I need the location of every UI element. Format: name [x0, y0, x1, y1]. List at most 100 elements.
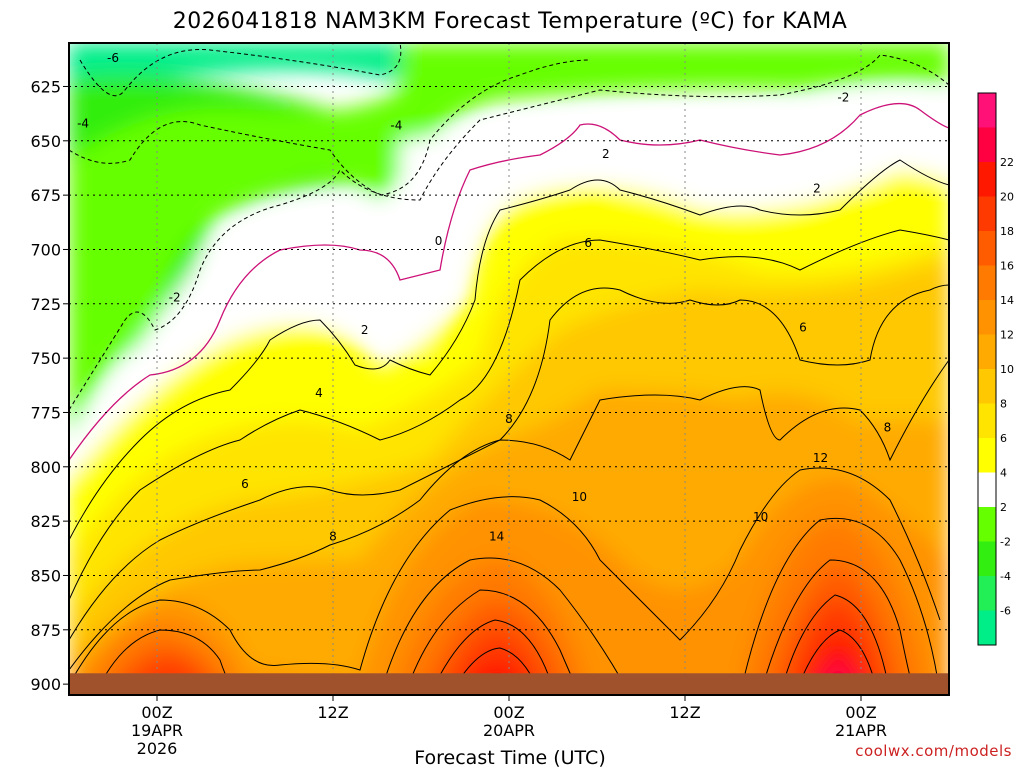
color-label-14: 22 [1000, 156, 1014, 169]
near-freezing-region [69, 96, 949, 481]
x-tick-label-3-line-0: 12Z [669, 703, 700, 722]
color-label-6: 6 [1000, 432, 1007, 445]
contour-label-17: 10 [753, 510, 768, 524]
contour-label-0: -6 [107, 51, 119, 65]
contour-label-18: 12 [813, 451, 828, 465]
contour-10 [69, 467, 941, 686]
x-tick-label-2-line-0: 00Z [493, 703, 524, 722]
color-label-7: 8 [1000, 398, 1007, 411]
color-swatch-11 [978, 231, 996, 266]
color-swatch-2 [978, 541, 996, 576]
color-label-12: 18 [1000, 225, 1014, 238]
contour-label-15: 8 [884, 421, 892, 435]
color-label-4: 2 [1000, 501, 1007, 514]
contour-label-2: -4 [390, 119, 402, 133]
contour-labels: -6 -4 -4 -2 -2 0 2 2 2 4 6 6 6 8 8 8 10 10 12 14 [77, 51, 892, 543]
color-label-3: -2 [1000, 536, 1011, 549]
contour-label-4: -2 [169, 290, 181, 304]
contour-label-7: 2 [813, 182, 821, 196]
y-tick-label-6: 775 [30, 403, 61, 422]
contour-label-3: -2 [837, 90, 849, 104]
contour-label-12: 6 [241, 477, 249, 491]
y-tick-label-7: 800 [30, 458, 61, 477]
color-swatch-4 [978, 472, 996, 507]
color-label-10: 14 [1000, 294, 1014, 307]
contour-16 [429, 594, 891, 695]
contour-label-11: 6 [799, 321, 807, 335]
contour-zero [69, 102, 949, 461]
contour-label-19: 14 [489, 529, 504, 543]
color-label-5: 4 [1000, 467, 1007, 480]
color-swatch-10 [978, 265, 996, 300]
y-tick-label-5: 750 [30, 349, 61, 368]
contour-label-1: -4 [77, 116, 89, 130]
color-swatch-8 [978, 334, 996, 369]
color-swatch-9 [978, 300, 996, 335]
contour-label-13: 8 [505, 412, 513, 426]
cold-region-minus2 [69, 43, 949, 440]
color-swatch-1 [978, 576, 996, 611]
contour-8 [69, 359, 949, 671]
y-axis: 625 650 675 700 725 750 775 800 825 850 875 900 [30, 77, 69, 694]
color-swatch-0 [978, 610, 996, 645]
plot-area [69, 43, 949, 695]
color-label-2: -4 [1000, 570, 1011, 583]
contour-label-10: 6 [584, 236, 592, 250]
warm-region-18 [120, 600, 885, 695]
y-tick-label-9: 850 [30, 566, 61, 585]
x-tick-label-2: 00Z 20APR [483, 703, 535, 740]
x-tick-label-0-line-0: 00Z [141, 703, 172, 722]
contour-label-14: 8 [329, 529, 337, 543]
y-tick-label-2: 675 [30, 186, 61, 205]
x-tick-label-0-line-2: 2026 [137, 739, 178, 758]
color-label-1: -6 [1000, 605, 1011, 618]
color-swatch-5 [978, 438, 996, 473]
contour-2 [69, 159, 949, 541]
y-tick-label-10: 875 [30, 621, 61, 640]
contour-label-9: 4 [315, 386, 323, 400]
y-tick-label-0: 625 [30, 77, 61, 96]
contour-14 [404, 559, 916, 695]
contour-6 [69, 284, 949, 641]
x-tick-label-4: 00Z 21APR [835, 703, 887, 740]
contour-label-8: 2 [361, 323, 369, 337]
color-swatch-6 [978, 403, 996, 438]
color-label-9: 12 [1000, 329, 1014, 342]
color-swatch-13 [978, 162, 996, 197]
y-tick-label-3: 700 [30, 240, 61, 259]
contour-label-5: 0 [435, 234, 443, 248]
x-tick-label-0: 00Z 19APR 2026 [131, 703, 183, 758]
credit-text: coolwx.com/models [855, 742, 1012, 760]
color-swatch-15 [978, 93, 996, 128]
contour-label-6: 2 [602, 147, 610, 161]
color-label-13: 20 [1000, 191, 1014, 204]
x-tick-label-1: 12Z [317, 703, 348, 722]
x-tick-label-4-line-1: 21APR [835, 721, 887, 740]
chart-title: 2026041818 NAM3KM Forecast Temperature (… [173, 9, 848, 34]
x-tick-label-2-line-1: 20APR [483, 721, 535, 740]
y-tick-label-8: 825 [30, 512, 61, 531]
x-tick-label-4-line-0: 00Z [845, 703, 876, 722]
x-tick-label-3: 12Z [669, 703, 700, 722]
contour-minus4 [69, 59, 591, 196]
y-tick-label-11: 900 [30, 675, 61, 694]
contour-label-16: 10 [572, 490, 587, 504]
contour-minus2 [69, 54, 949, 411]
contour-minus6 [79, 43, 402, 97]
x-tick-label-0-line-1: 19APR [131, 721, 183, 740]
x-axis-label: Forecast Time (UTC) [414, 747, 605, 768]
color-label-11: 16 [1000, 260, 1014, 273]
y-tick-label-4: 725 [30, 295, 61, 314]
x-tick-label-1-line-0: 12Z [317, 703, 348, 722]
color-swatch-12 [978, 196, 996, 231]
color-swatch-14 [978, 127, 996, 162]
contour-4 [69, 229, 949, 601]
color-legend: -6 -4 -2 2 4 6 8 10 12 14 16 18 20 22 [977, 92, 1014, 646]
color-swatch-3 [978, 507, 996, 542]
cold-region-minus6 [69, 43, 409, 94]
grid-lines [69, 43, 949, 695]
color-label-8: 10 [1000, 363, 1014, 376]
y-tick-label-1: 650 [30, 132, 61, 151]
